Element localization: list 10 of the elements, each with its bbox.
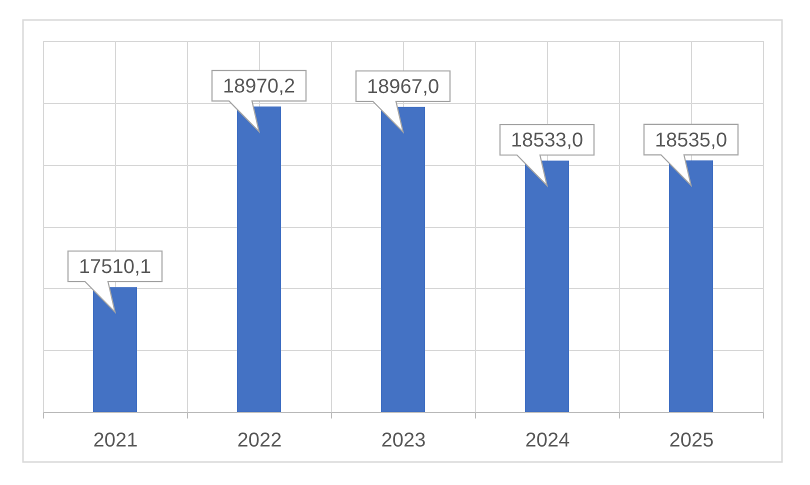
x-tick-label: 2022 <box>237 430 282 452</box>
x-tick-label: 2021 <box>93 430 138 452</box>
data-label: 17510,1 <box>78 256 152 278</box>
data-label: 18535,0 <box>654 129 728 152</box>
x-tick-label: 2024 <box>525 430 570 452</box>
data-label: 18533,0 <box>510 130 584 152</box>
x-tick-label: 2025 <box>669 430 714 452</box>
data-label: 18967,0 <box>366 76 440 98</box>
data-label: 18970,2 <box>222 76 296 98</box>
x-tick-label: 2023 <box>381 430 426 452</box>
